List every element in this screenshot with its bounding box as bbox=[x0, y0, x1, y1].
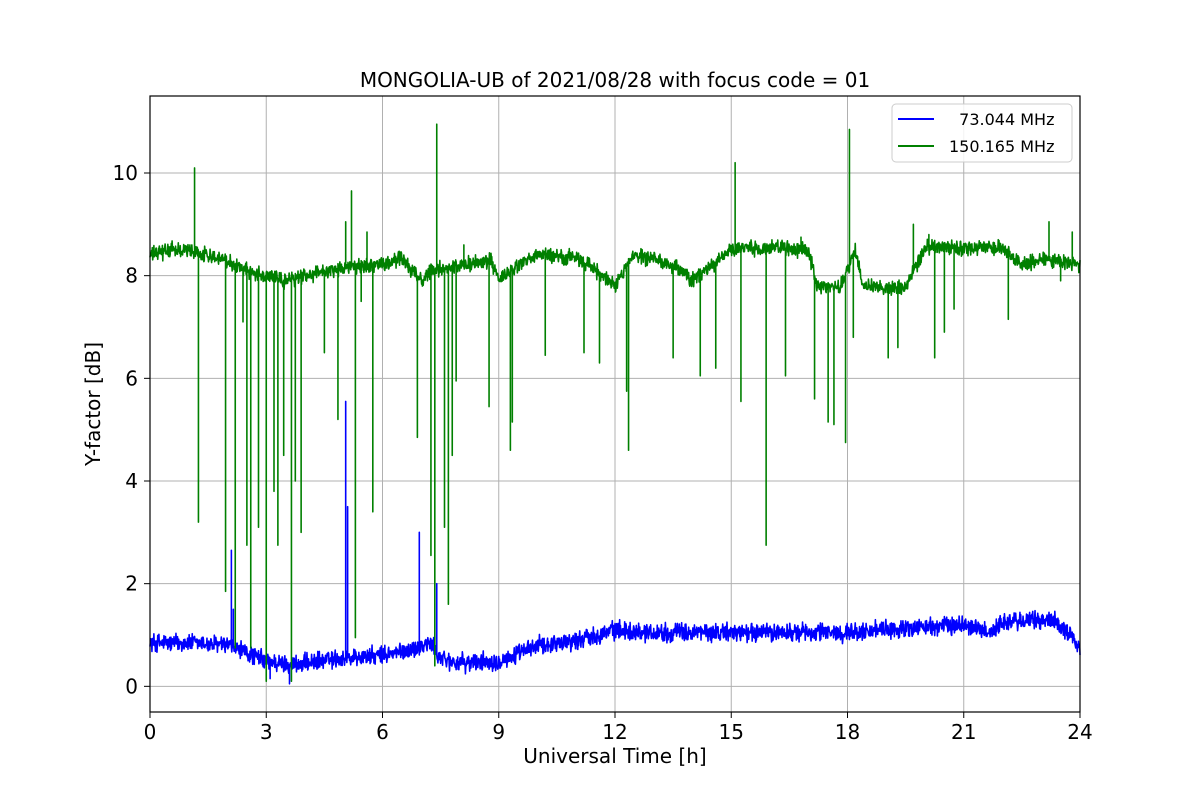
y-tick-label: 4 bbox=[125, 469, 138, 493]
legend-box bbox=[891, 103, 1073, 163]
x-tick-label: 9 bbox=[492, 720, 505, 744]
chart-title: MONGOLIA-UB of 2021/08/28 with focus cod… bbox=[360, 68, 870, 92]
x-tick-label: 24 bbox=[1067, 720, 1092, 744]
x-tick-label: 12 bbox=[602, 720, 627, 744]
legend-label-150mhz: 150.165 MHz bbox=[949, 137, 1054, 156]
series-layer bbox=[149, 123, 1081, 685]
x-tick-label: 21 bbox=[951, 720, 976, 744]
x-tick-label: 15 bbox=[719, 720, 744, 744]
x-tick-label: 0 bbox=[144, 720, 157, 744]
y-tick-label: 8 bbox=[125, 264, 138, 288]
x-tick-label: 3 bbox=[260, 720, 273, 744]
x-tick-label: 18 bbox=[835, 720, 860, 744]
y-tick-label: 10 bbox=[113, 161, 138, 185]
legend: 73.044 MHz 150.165 MHz bbox=[891, 103, 1073, 163]
series-150mhz-line bbox=[149, 123, 1081, 682]
series-73mhz-line bbox=[149, 400, 1081, 685]
legend-label-73mhz: 73.044 MHz bbox=[949, 110, 1054, 129]
y-tick-label: 2 bbox=[125, 572, 138, 596]
y-axis-label: Y-factor [dB] bbox=[81, 342, 105, 467]
y-tick-label: 0 bbox=[125, 674, 138, 698]
x-tick-label: 6 bbox=[376, 720, 389, 744]
x-axis-label: Universal Time [h] bbox=[523, 744, 706, 768]
y-tick-label: 6 bbox=[125, 366, 138, 390]
